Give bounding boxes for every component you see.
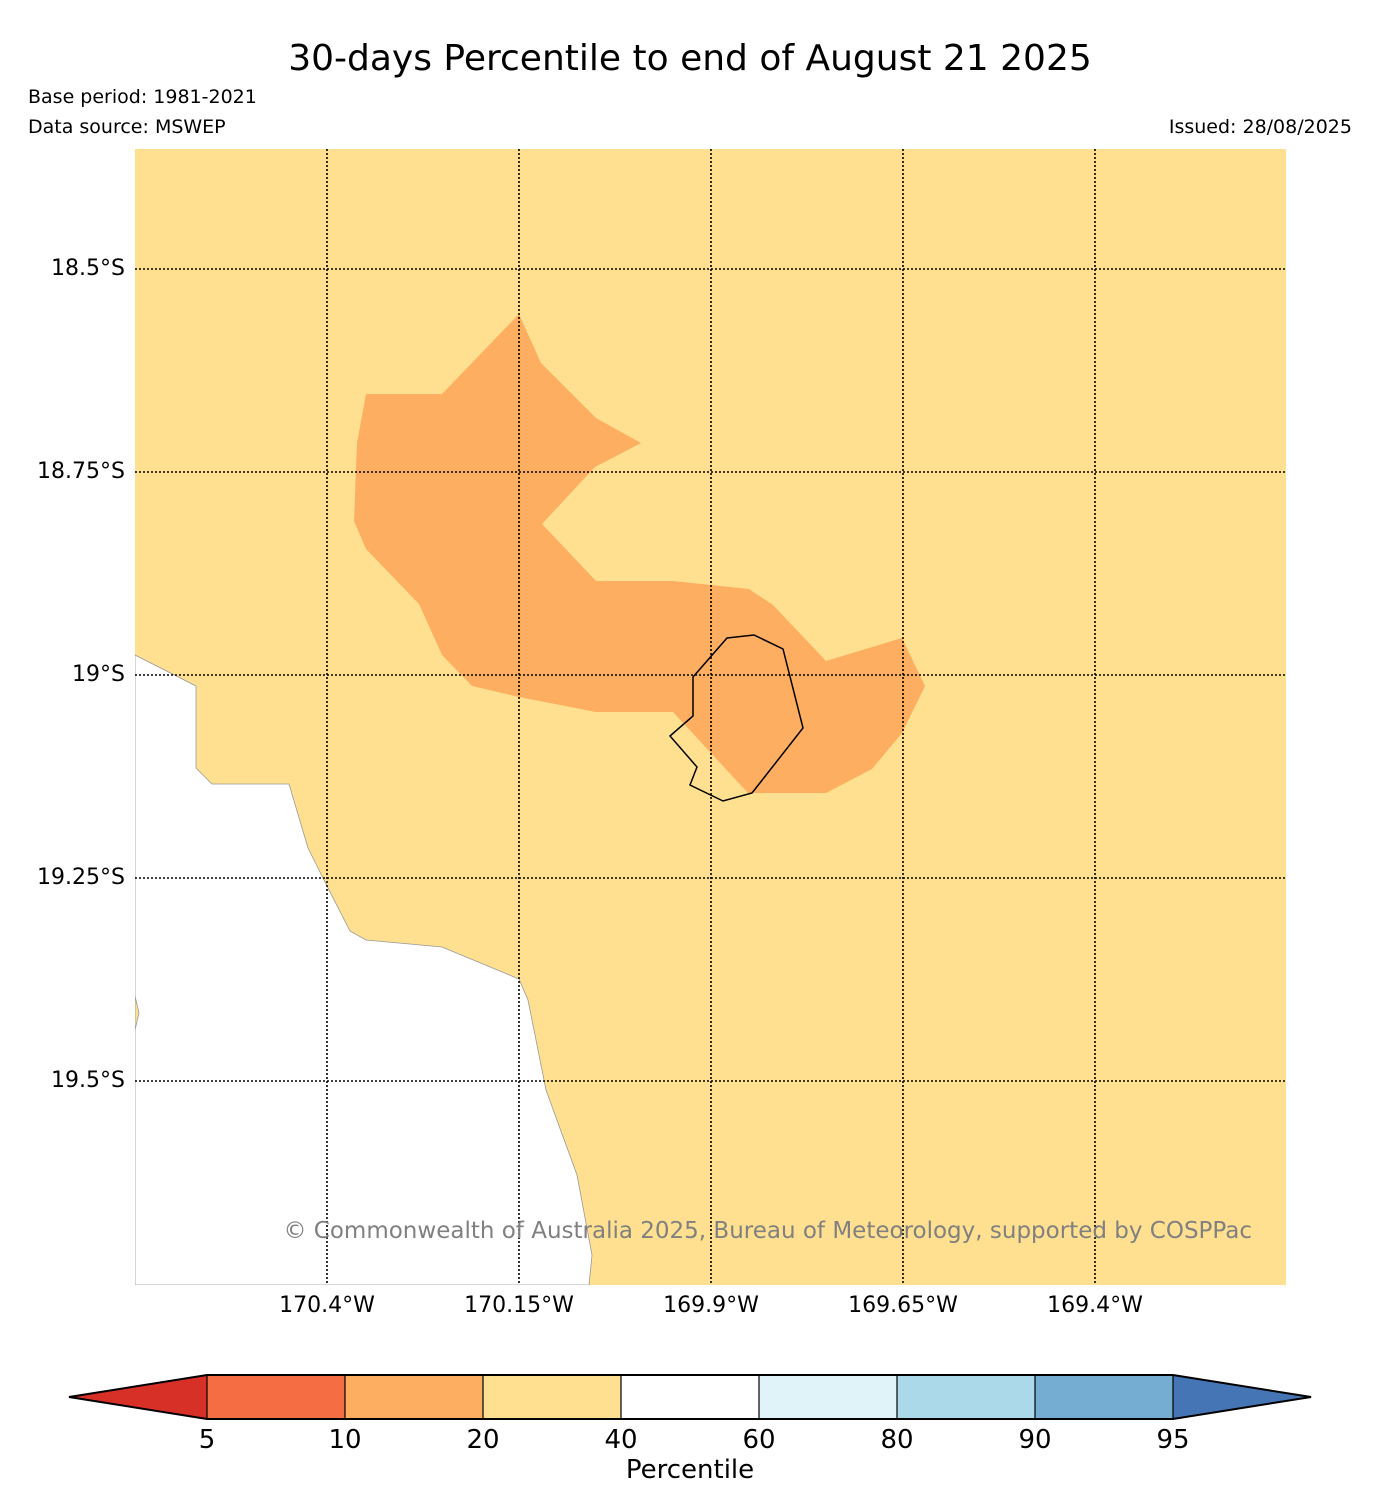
lat-label-19-5: 19.5°S <box>51 1068 125 1093</box>
lon-label-169-4: 169.4°W <box>1047 1293 1143 1318</box>
base-period: Base period: 1981-2021 <box>28 86 257 108</box>
lat-label-18-75: 18.75°S <box>37 459 125 484</box>
colorbar-segment-below-5 <box>69 1375 207 1419</box>
graticule <box>135 149 1286 1285</box>
copyright-notice: © Commonwealth of Australia 2025, Bureau… <box>283 1218 1252 1244</box>
colorbar-tick-20: 20 <box>466 1425 500 1455</box>
colorbar-segment-20-40 <box>483 1375 621 1419</box>
colorbar-tick-10: 10 <box>328 1425 362 1455</box>
colorbar-segment-40-60 <box>621 1375 759 1419</box>
colorbar-outline <box>68 1374 1312 1420</box>
map-title: 30-days Percentile to end of August 21 2… <box>288 38 1092 79</box>
colorbar-tick-90: 90 <box>1018 1425 1052 1455</box>
colorbar-segment-10-20 <box>345 1375 483 1419</box>
colorbar-tick-40: 40 <box>604 1425 638 1455</box>
colorbar-title: Percentile <box>625 1455 755 1485</box>
colorbar-segment-above-95 <box>1173 1375 1311 1419</box>
colorbar-segment-5-10 <box>207 1375 345 1419</box>
colorbar-segment-60-80 <box>759 1375 897 1419</box>
lon-label-170-15: 170.15°W <box>464 1293 574 1318</box>
colorbar-tick-5: 5 <box>198 1425 216 1455</box>
lat-label-19: 19°S <box>72 662 125 687</box>
data-source: Data source: MSWEP <box>28 116 226 138</box>
colorbar-tick-80: 80 <box>880 1425 914 1455</box>
lon-label-169-65: 169.65°W <box>848 1293 958 1318</box>
island-outline <box>668 634 804 802</box>
lat-label-18-5: 18.5°S <box>51 256 125 281</box>
colorbar-tick-95: 95 <box>1156 1425 1190 1455</box>
percentile-10-20-region <box>354 314 925 793</box>
colorbar-tick-60: 60 <box>742 1425 776 1455</box>
colorbar-segment-80-90 <box>897 1375 1035 1419</box>
issued-date: Issued: 28/08/2025 <box>1168 116 1352 138</box>
colorbar-segment-90-95 <box>1035 1375 1173 1419</box>
land-sliver <box>135 995 140 1031</box>
lon-label-169-9: 169.9°W <box>663 1293 759 1318</box>
ocean-area <box>135 654 593 1285</box>
lat-label-19-25: 19.25°S <box>37 865 125 890</box>
lon-label-170-4: 170.4°W <box>279 1293 375 1318</box>
